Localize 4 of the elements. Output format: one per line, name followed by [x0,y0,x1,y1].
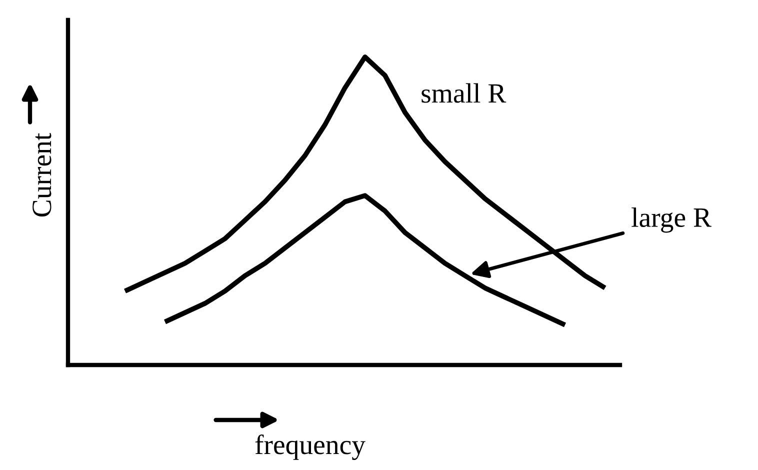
text: large R [632,207,712,233]
x-axis-title: frequency [255,434,366,460]
y-axis-title: Current [32,132,52,217]
series-label: small R [422,83,506,103]
